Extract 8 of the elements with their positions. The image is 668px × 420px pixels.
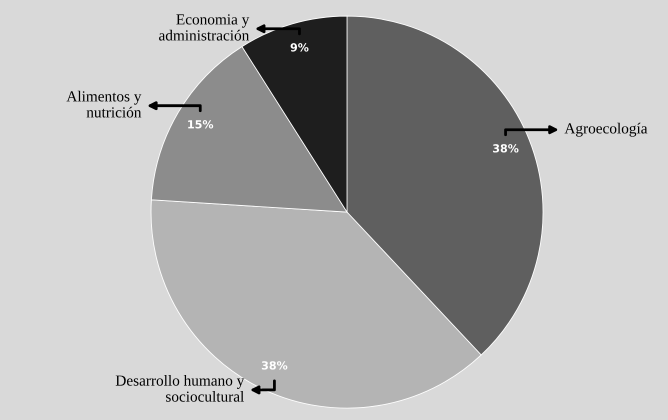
slice-label: Economia y administración	[159, 14, 250, 41]
slice-label: Alimentos y nutrición	[66, 90, 142, 118]
data-label: 15%	[188, 120, 214, 129]
data-label: 38%	[262, 361, 288, 370]
slice-label: Desarrollo humano y sociocultural	[116, 374, 244, 402]
data-label: 38%	[493, 144, 519, 153]
data-label: 9%	[290, 43, 309, 52]
slice-label: Agroecología	[564, 122, 648, 137]
